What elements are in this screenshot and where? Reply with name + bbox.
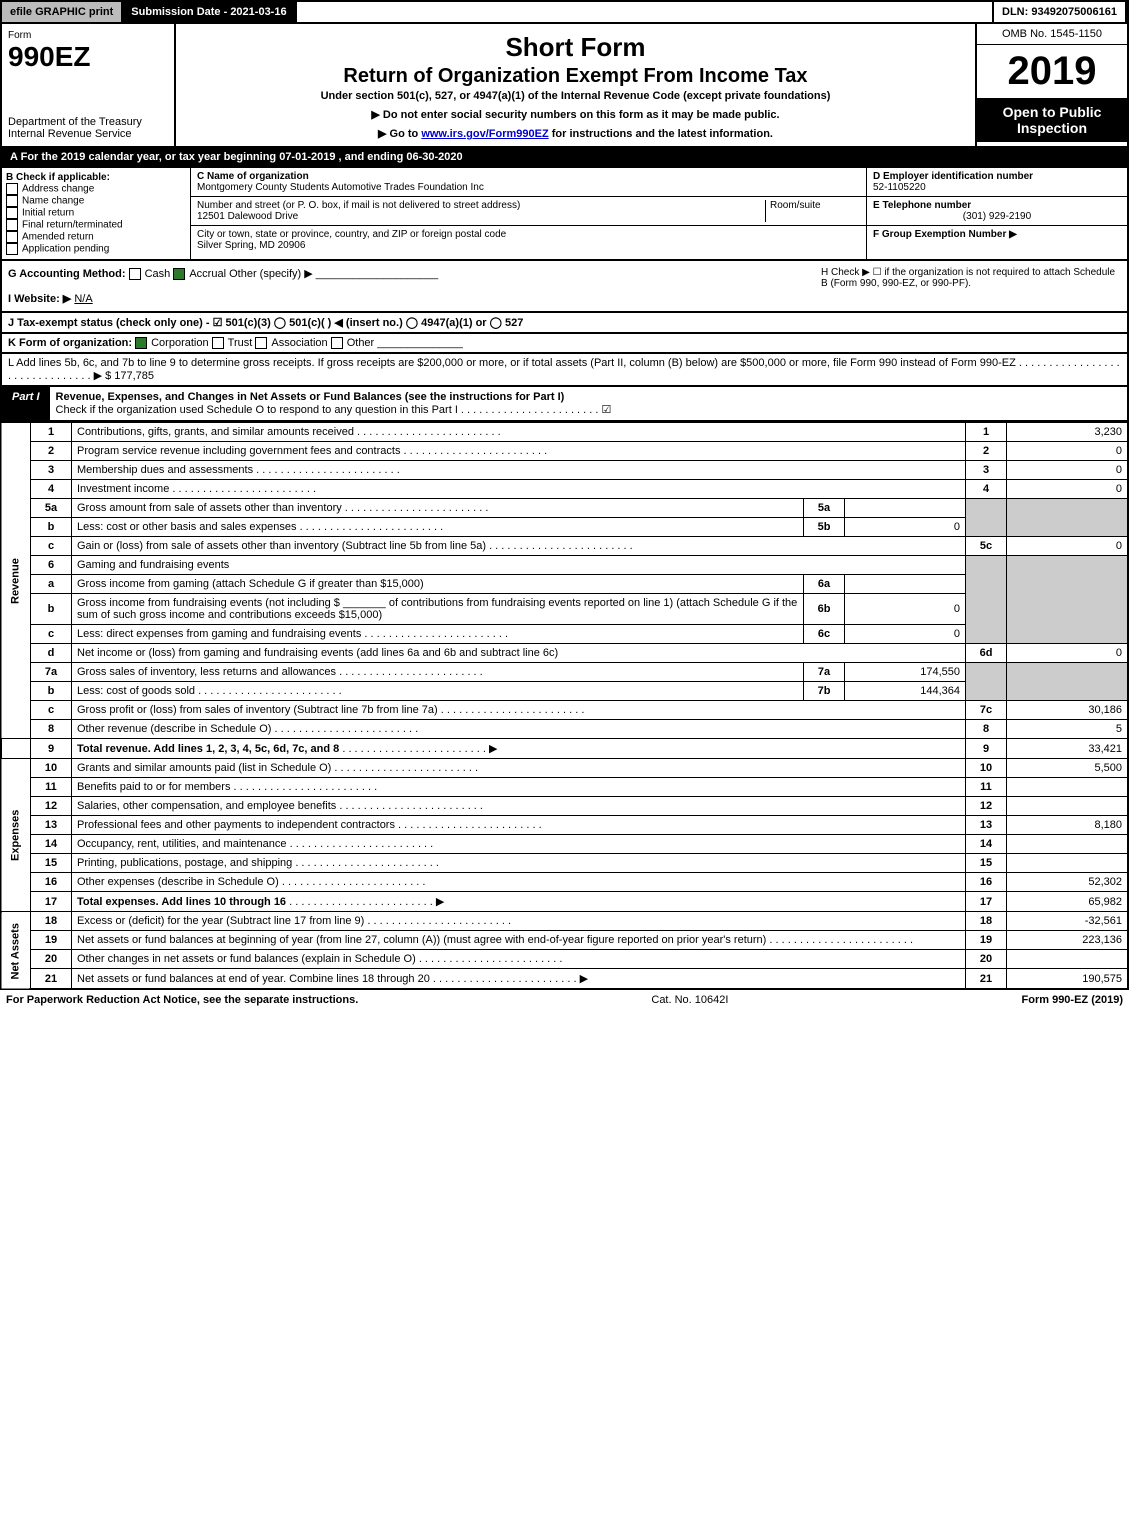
section-b: B Check if applicable: Address change Na… <box>2 168 191 259</box>
submission-date-label: Submission Date - 2021-03-16 <box>123 2 296 22</box>
subtitle: Under section 501(c), 527, or 4947(a)(1)… <box>182 90 969 102</box>
chk-corporation[interactable]: Corporation <box>151 337 208 349</box>
line-16-amt: 52,302 <box>1007 873 1129 892</box>
chk-accrual[interactable]: Accrual <box>189 268 226 280</box>
form-number: 990EZ <box>8 41 168 73</box>
efile-print-button[interactable]: efile GRAPHIC print <box>2 2 123 22</box>
line-1-amt: 3,230 <box>1007 423 1129 442</box>
ein-value: 52-1105220 <box>873 182 926 193</box>
chk-amended-return[interactable]: Amended return <box>22 232 94 243</box>
org-city: Silver Spring, MD 20906 <box>197 240 305 251</box>
line-6b-amt: 0 <box>845 594 966 625</box>
org-address: 12501 Dalewood Drive <box>197 211 298 222</box>
omb-number: OMB No. 1545-1150 <box>977 24 1127 45</box>
telephone-value: (301) 929-2190 <box>873 211 1121 222</box>
form-ref: Form 990-EZ (2019) <box>1022 994 1123 1006</box>
paperwork-notice: For Paperwork Reduction Act Notice, see … <box>6 994 358 1006</box>
line-6c-amt: 0 <box>845 625 966 644</box>
tax-year: 2019 <box>977 45 1127 98</box>
line-4-amt: 0 <box>1007 480 1129 499</box>
revenue-table: Revenue 1Contributions, gifts, grants, a… <box>0 422 1129 990</box>
revenue-label: Revenue <box>1 423 31 739</box>
expenses-label: Expenses <box>1 759 31 912</box>
top-bar: efile GRAPHIC print Submission Date - 20… <box>0 0 1129 24</box>
line-7a-amt: 174,550 <box>845 663 966 682</box>
title-short-form: Short Form <box>182 32 969 63</box>
open-public-badge: Open to Public Inspection <box>977 98 1127 142</box>
group-exemption: F Group Exemption Number ▶ <box>873 229 1017 240</box>
line-17-amt: 65,982 <box>1007 892 1129 912</box>
line-2-amt: 0 <box>1007 442 1129 461</box>
line-5b-amt: 0 <box>845 518 966 537</box>
line-5c-amt: 0 <box>1007 537 1129 556</box>
irs-link[interactable]: www.irs.gov/Form990EZ <box>421 128 548 140</box>
form-header: Form 990EZ Department of the Treasury In… <box>0 24 1129 148</box>
chk-address-change[interactable]: Address change <box>22 184 94 195</box>
line-7c-amt: 30,186 <box>1007 701 1129 720</box>
goto-line: ▶ Go to www.irs.gov/Form990EZ for instru… <box>182 127 969 140</box>
page-footer: For Paperwork Reduction Act Notice, see … <box>0 990 1129 1010</box>
title-return: Return of Organization Exempt From Incom… <box>182 65 969 88</box>
line-6d-amt: 0 <box>1007 644 1129 663</box>
chk-trust[interactable]: Trust <box>228 337 253 349</box>
chk-final-return[interactable]: Final return/terminated <box>22 220 123 231</box>
part-1-header: Part I Revenue, Expenses, and Changes in… <box>0 387 1129 422</box>
dln-label: DLN: 93492075006161 <box>992 2 1127 22</box>
section-l: L Add lines 5b, 6c, and 7b to line 9 to … <box>0 354 1129 387</box>
chk-name-change[interactable]: Name change <box>22 196 84 207</box>
line-19-amt: 223,136 <box>1007 931 1129 950</box>
line-21-amt: 190,575 <box>1007 969 1129 990</box>
irs-label: Internal Revenue Service <box>8 128 168 140</box>
line-7b-amt: 144,364 <box>845 682 966 701</box>
org-name: Montgomery County Students Automotive Tr… <box>197 182 484 193</box>
line-3-amt: 0 <box>1007 461 1129 480</box>
chk-association[interactable]: Association <box>271 337 327 349</box>
calendar-year-line: A For the 2019 calendar year, or tax yea… <box>2 148 1127 166</box>
chk-initial-return[interactable]: Initial return <box>22 208 74 219</box>
section-k: K Form of organization: Corporation Trus… <box>0 334 1129 354</box>
room-suite: Room/suite <box>765 200 860 222</box>
chk-cash[interactable]: Cash <box>145 268 171 280</box>
net-assets-label: Net Assets <box>1 912 31 990</box>
line-9-amt: 33,421 <box>1007 739 1129 759</box>
org-info-block: B Check if applicable: Address change Na… <box>0 168 1129 261</box>
ssn-warning: ▶ Do not enter social security numbers o… <box>182 108 969 121</box>
dept-treasury: Department of the Treasury <box>8 116 168 128</box>
catalog-number: Cat. No. 10642I <box>651 994 728 1006</box>
form-word: Form <box>8 30 168 41</box>
section-j: J Tax-exempt status (check only one) - ☑… <box>0 313 1129 334</box>
line-18-amt: -32,561 <box>1007 912 1129 931</box>
section-h: H Check ▶ ☐ if the organization is not r… <box>821 267 1121 305</box>
line-13-amt: 8,180 <box>1007 816 1129 835</box>
chk-other-org[interactable]: Other <box>347 337 375 349</box>
chk-application-pending[interactable]: Application pending <box>22 244 109 255</box>
line-10-amt: 5,500 <box>1007 759 1129 778</box>
line-8-amt: 5 <box>1007 720 1129 739</box>
website-value: N/A <box>74 293 92 305</box>
section-g-h: G Accounting Method: Cash Accrual Other … <box>0 261 1129 313</box>
